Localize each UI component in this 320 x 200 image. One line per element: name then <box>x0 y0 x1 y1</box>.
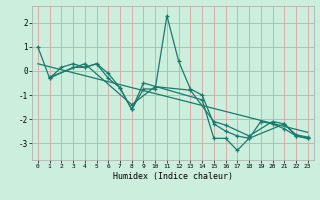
X-axis label: Humidex (Indice chaleur): Humidex (Indice chaleur) <box>113 172 233 181</box>
